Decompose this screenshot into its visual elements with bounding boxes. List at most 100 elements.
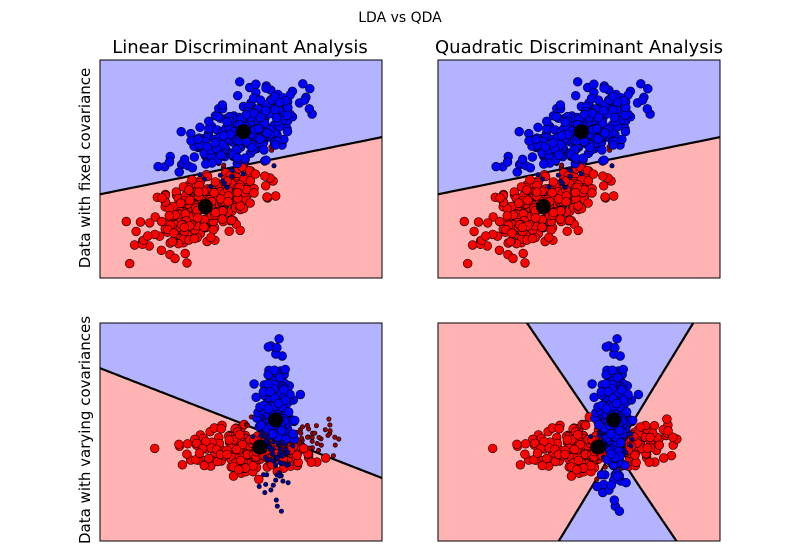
figure-title: LDA vs QDA: [358, 10, 442, 26]
class-1-point: [260, 472, 266, 478]
class-0-point: [663, 426, 673, 436]
class-0-point: [608, 191, 619, 201]
class-1-point: [219, 131, 229, 141]
class-0-point: [488, 443, 498, 454]
class-0-point: [572, 430, 583, 440]
class-0-point: [271, 191, 281, 201]
class-0-point: [316, 434, 322, 440]
class-1-point: [282, 126, 293, 137]
class-1-point: [623, 449, 629, 455]
class-1-point: [224, 185, 230, 191]
class-1-point: [525, 163, 536, 173]
class-1-point: [612, 471, 623, 481]
class-1-point: [642, 104, 652, 114]
class-0-point: [235, 225, 245, 236]
class-1-point: [193, 134, 203, 145]
class-1-point: [643, 83, 653, 94]
class-1-point: [601, 342, 611, 352]
class-1-point: [268, 429, 278, 439]
class-1-point: [153, 161, 163, 172]
class-0-point: [505, 236, 515, 247]
class-0-point: [520, 449, 530, 459]
class-0-point: [644, 457, 654, 467]
class-1-point: [229, 173, 235, 179]
class-1-point: [270, 451, 276, 457]
class-1-point: [603, 387, 613, 397]
subplot-4: [437, 322, 721, 542]
class-1-mean-marker: [605, 412, 621, 428]
class-1-point: [621, 407, 632, 417]
class-0-point: [583, 176, 594, 186]
class-0-point: [194, 448, 205, 458]
class-0-point: [502, 211, 512, 221]
class-1-point: [551, 111, 561, 122]
class-1-point: [567, 173, 573, 179]
class-1-point: [491, 161, 501, 172]
class-0-point: [299, 424, 305, 430]
class-0-point: [494, 216, 505, 227]
class-1-point: [213, 111, 223, 122]
class-0-point: [548, 208, 559, 218]
class-0-point: [588, 169, 599, 179]
class-0-point: [658, 453, 669, 463]
class-0-point: [512, 439, 522, 449]
class-1-point: [611, 398, 622, 409]
class-0-point: [235, 430, 245, 440]
class-1-point: [621, 478, 631, 488]
class-1-point: [277, 473, 283, 479]
class-0-point: [548, 177, 558, 187]
class-1-point: [620, 110, 630, 121]
class-1-point: [195, 122, 205, 133]
class-1-point: [261, 83, 271, 93]
class-1-point: [280, 364, 290, 375]
class-1-point: [609, 495, 619, 505]
class-0-point: [204, 453, 214, 464]
class-0-point: [520, 258, 530, 268]
column-title-qda: Quadratic Discriminant Analysis: [435, 37, 723, 58]
class-1-point: [517, 154, 528, 165]
class-1-point: [609, 112, 620, 123]
class-1-point: [241, 109, 252, 120]
class-0-point: [587, 188, 597, 198]
class-1-point: [628, 443, 634, 449]
class-0-point: [156, 245, 167, 256]
class-1-point: [572, 77, 583, 87]
class-1-point: [629, 436, 635, 442]
class-0-point: [662, 414, 672, 424]
class-1-point: [267, 444, 273, 450]
class-1-point: [597, 145, 607, 155]
class-0-point: [642, 443, 653, 453]
class-0-point: [513, 198, 524, 208]
class-1-point: [298, 79, 308, 89]
class-1-point: [274, 455, 280, 461]
class-1-point: [555, 100, 566, 110]
class-0-point: [542, 453, 552, 464]
class-0-point: [313, 423, 319, 429]
class-1-point: [202, 176, 208, 182]
class-1-point: [608, 105, 618, 115]
class-0-point: [602, 464, 608, 470]
class-0-point: [316, 447, 322, 453]
class-1-point: [606, 449, 616, 459]
class-0-point: [187, 175, 197, 185]
class-0-point: [177, 460, 188, 470]
class-0-point: [269, 147, 275, 153]
class-0-point: [210, 208, 221, 218]
class-0-point: [216, 424, 227, 434]
class-1-point: [240, 171, 246, 177]
class-0-point: [570, 187, 581, 198]
class-0-point: [192, 213, 203, 223]
class-1-point: [279, 384, 289, 395]
class-0-point: [299, 443, 309, 453]
class-0-point: [630, 450, 640, 460]
class-1-point: [585, 142, 595, 153]
class-1-point: [256, 483, 262, 489]
class-1-point: [598, 105, 609, 116]
class-0-point: [481, 231, 491, 241]
class-1-point: [202, 142, 212, 152]
class-0-point: [598, 171, 608, 181]
class-0-point: [321, 453, 331, 463]
class-1-point: [285, 480, 291, 486]
class-1-point: [235, 77, 245, 87]
class-1-point: [273, 398, 284, 409]
